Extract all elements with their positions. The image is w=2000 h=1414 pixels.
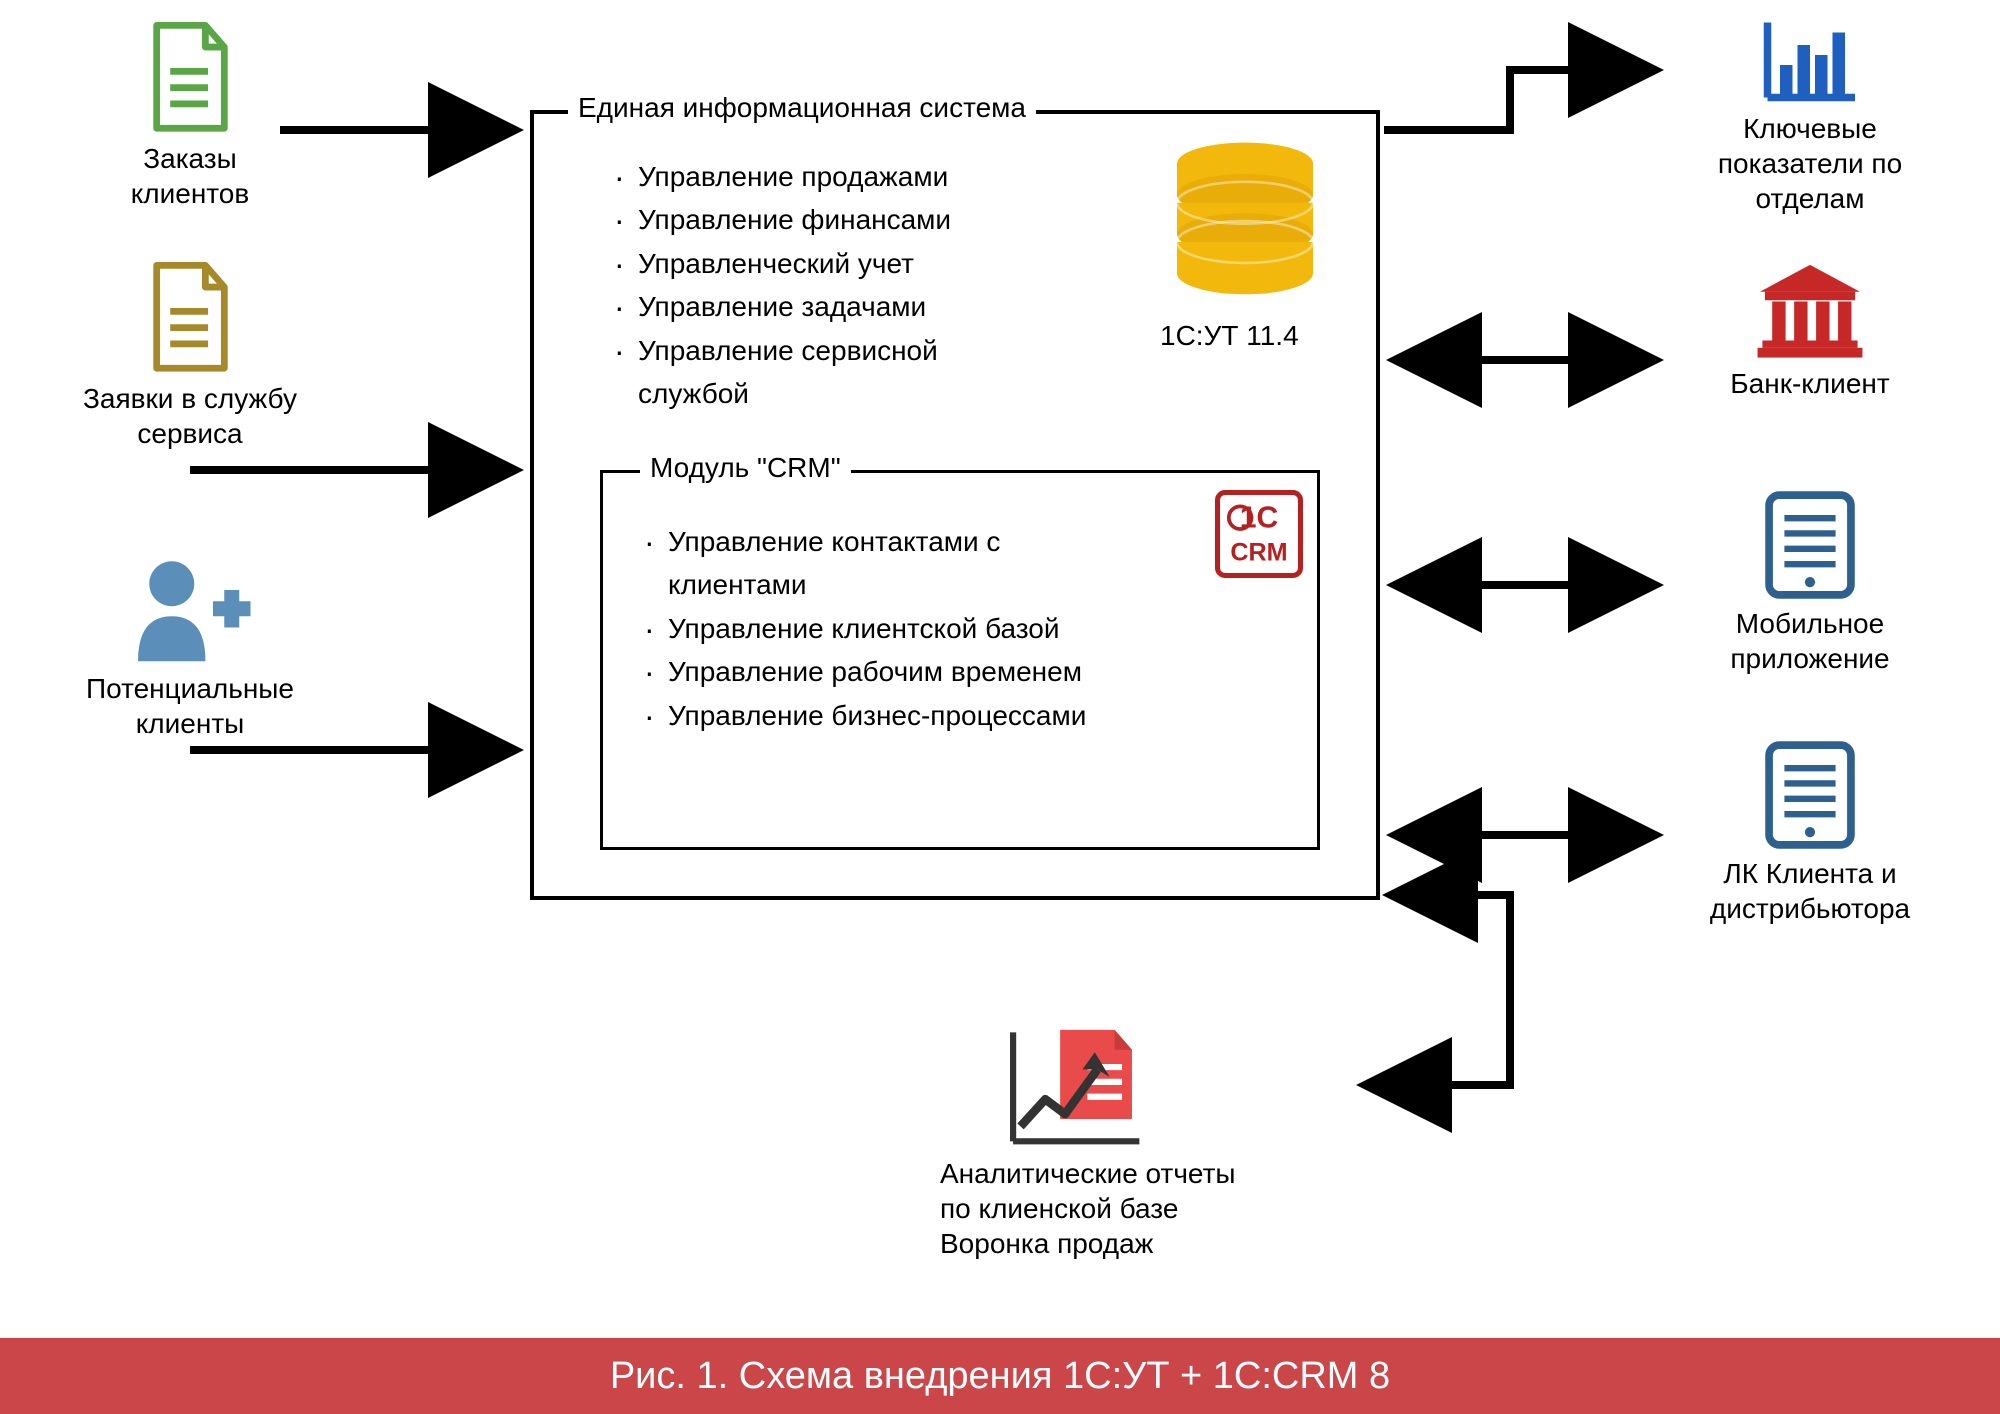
database-icon <box>1165 140 1325 315</box>
input-label-requests: Заявки в службу сервиса <box>40 381 340 451</box>
input-label-leads: Потенциальные клиенты <box>30 671 350 741</box>
tablet-icon <box>1660 740 1960 850</box>
caption-text: Рис. 1. Схема внедрения 1С:УТ + 1С:CRM 8 <box>610 1355 1390 1398</box>
output-node-analytics: Аналитические отчеты по клиенской базе В… <box>940 1020 1360 1261</box>
output-label-bank: Банк-клиент <box>1680 366 1940 401</box>
list-item: Управление финансами <box>610 198 1130 241</box>
list-item: Управление сервисной службой <box>610 329 1130 416</box>
diagram-canvas: Заказы клиентов Заявки в службу сервиса … <box>0 0 2000 1320</box>
list-item: Управление контактами с клиентами <box>640 520 1200 607</box>
report-chart-icon <box>940 1020 1360 1150</box>
output-label-kpi: Ключевые показатели по отделам <box>1680 111 1940 216</box>
list-item: Управление задачами <box>610 285 1130 328</box>
output-node-kpi: Ключевые показатели по отделам <box>1680 15 1940 216</box>
output-node-lk: ЛК Клиента и дистрибьютора <box>1660 740 1960 926</box>
document-icon <box>40 260 340 375</box>
list-item: Управление бизнес-процессами <box>640 694 1200 737</box>
list-item: Управление клиентской базой <box>640 607 1200 650</box>
input-node-requests: Заявки в службу сервиса <box>40 260 340 451</box>
bank-icon <box>1680 260 1940 360</box>
input-node-leads: Потенциальные клиенты <box>30 550 350 741</box>
crm-title: Модуль "CRM" <box>640 452 851 484</box>
output-label-lk: ЛК Клиента и дистрибьютора <box>1660 856 1960 926</box>
person-plus-icon <box>30 550 350 665</box>
list-item: Управление рабочим временем <box>640 650 1200 693</box>
document-icon <box>80 20 300 135</box>
output-label-analytics: Аналитические отчеты по клиенской базе В… <box>940 1156 1360 1261</box>
list-item: Управленческий учет <box>610 242 1130 285</box>
list-item: Управление продажами <box>610 155 1130 198</box>
output-node-bank: Банк-клиент <box>1680 260 1940 401</box>
database-label: 1С:УТ 11.4 <box>1160 320 1299 352</box>
input-label-orders: Заказы клиентов <box>80 141 300 211</box>
tablet-icon <box>1680 490 1940 600</box>
svg-text:CRM: CRM <box>1230 538 1287 566</box>
central-title: Единая информационная система <box>568 92 1036 124</box>
output-label-mobile: Мобильное приложение <box>1680 606 1940 676</box>
crm-features-list: Управление контактами с клиентами Управл… <box>640 520 1200 737</box>
central-features-list: Управление продажами Управление финансам… <box>610 155 1130 415</box>
figure-caption: Рис. 1. Схема внедрения 1С:УТ + 1С:CRM 8 <box>0 1338 2000 1414</box>
output-node-mobile: Мобильное приложение <box>1680 490 1940 676</box>
crm-logo-icon: 1C CRM <box>1215 490 1303 583</box>
bar-chart-icon <box>1680 15 1940 105</box>
input-node-orders: Заказы клиентов <box>80 20 300 211</box>
